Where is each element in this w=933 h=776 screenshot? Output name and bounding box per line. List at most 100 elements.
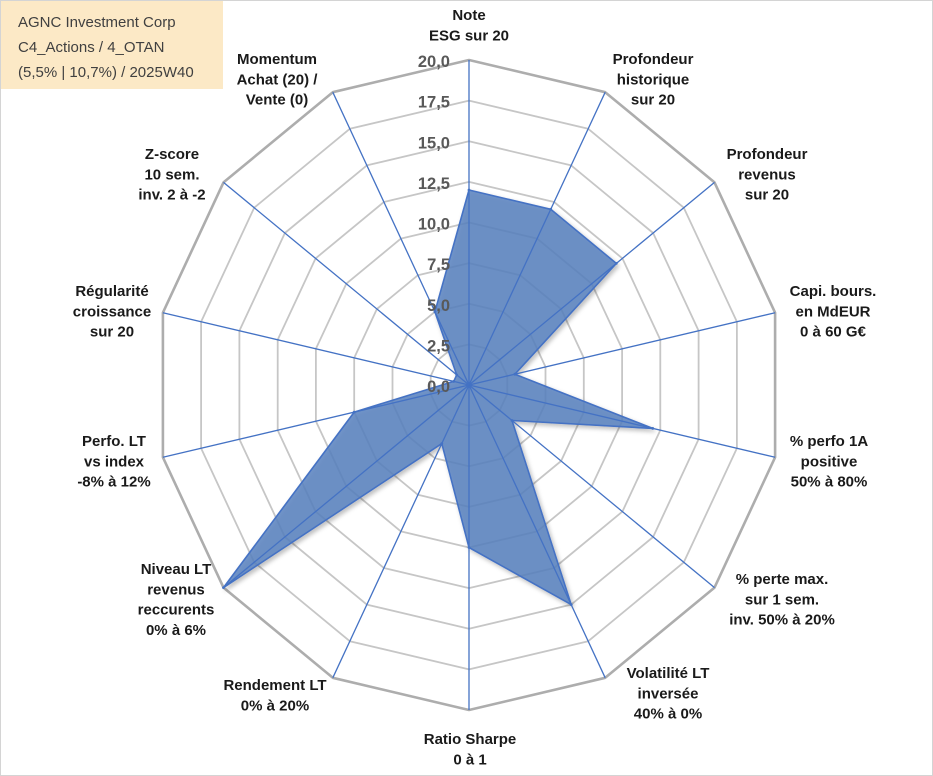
axis-label-line: positive <box>801 453 858 470</box>
r-tick-label: 20,0 <box>418 53 450 71</box>
axis-label: Perfo. LT vs index -8% à 12% <box>77 433 150 491</box>
axis-label-line: Capi. bours. <box>790 283 877 300</box>
axis-label-line: % perfo 1A <box>790 433 869 450</box>
axis-label-line: Z-score <box>145 146 199 163</box>
axis-spoke <box>468 312 776 386</box>
axis-label-line: 50% à 80% <box>791 474 868 491</box>
r-tick-label: 10,0 <box>418 216 450 234</box>
axis-label-line: sur 20 <box>631 92 675 109</box>
axis-spoke <box>223 384 470 589</box>
axis-label-line: Momentum <box>237 51 317 68</box>
radar-point <box>455 373 459 377</box>
radial-tick-labels: 0,0 2,5 5,0 7,5 10,0 12,5 15,0 17,5 20,0 <box>418 53 450 396</box>
radar-series-area <box>222 189 654 606</box>
r-tick-label: 15,0 <box>418 134 450 152</box>
series-points <box>222 188 655 606</box>
axis-label: Niveau LT revenus reccurents 0% à 6% <box>138 561 215 639</box>
r-tick-label: 0,0 <box>427 378 450 396</box>
radar-point <box>549 207 553 211</box>
axis-label-line: 40% à 0% <box>634 706 702 723</box>
axis-label: Capi. bours. en MdEUR 0 à 60 G€ <box>790 283 877 341</box>
axis-label: Z-score 10 sem. inv. 2 à -2 <box>138 146 205 204</box>
axis-label-line: inversée <box>638 685 699 702</box>
axis-label-line: sur 20 <box>90 324 134 341</box>
axis-spoke <box>468 384 776 458</box>
axis-spoke <box>332 384 470 679</box>
axis-labels: Note ESG sur 20 Profondeur historique sur 20… <box>73 7 877 768</box>
axis-label-line: Profondeur <box>727 146 808 163</box>
axis-label-line: revenus <box>738 166 796 183</box>
radar-point <box>467 188 471 192</box>
axis-label: Rendement LT 0% à 20% <box>223 677 326 714</box>
series-layer <box>222 189 654 606</box>
axis-label-line: historique <box>617 71 690 88</box>
axis-label-line: Profondeur <box>613 51 694 68</box>
axis-label-line: sur 1 sem. <box>745 591 819 608</box>
axis-label-line: Régularité <box>75 283 148 300</box>
axis-label-line: en MdEUR <box>796 303 871 320</box>
axis-label: Profondeur historique sur 20 <box>613 51 694 109</box>
axis-label-line: ESG sur 20 <box>429 27 509 44</box>
axis-spoke <box>223 181 470 386</box>
axis-label-line: Note <box>452 7 485 24</box>
r-tick-label: 5,0 <box>427 297 450 315</box>
axis-label-line: 0 à 60 G€ <box>800 324 867 341</box>
axis-label: Momentum Achat (20) / Vente (0) <box>237 51 319 109</box>
radar-point <box>222 586 225 589</box>
axis-label-line: revenus <box>147 581 205 598</box>
axis-label-line: vs index <box>84 453 145 470</box>
axis-label: Profondeur revenus sur 20 <box>727 146 808 204</box>
radar-point <box>452 380 456 383</box>
axis-label-line: croissance <box>73 303 151 320</box>
r-tick-label: 7,5 <box>427 256 450 274</box>
axis-spoke <box>162 384 470 458</box>
axis-label-line: -8% à 12% <box>77 474 150 491</box>
axis-label-line: 0% à 6% <box>146 622 206 639</box>
axis-label: Ratio Sharpe 0 à 1 <box>424 731 517 768</box>
radar-point <box>651 427 655 430</box>
axis-spoke <box>332 91 470 386</box>
title-box: AGNC Investment Corp C4_Actions / 4_OTAN… <box>1 1 223 89</box>
r-tick-label: 2,5 <box>427 337 450 355</box>
radar-point <box>433 310 437 314</box>
axis-label-line: Ratio Sharpe <box>424 731 517 748</box>
axis-spoke <box>162 312 470 386</box>
title-line-company: AGNC Investment Corp <box>18 14 176 31</box>
axis-spokes <box>162 60 776 710</box>
axis-spoke <box>468 384 715 589</box>
axis-label-line: Volatilité LT <box>627 665 710 682</box>
axis-label: Régularité croissance sur 20 <box>73 283 151 341</box>
r-tick-label: 12,5 <box>418 175 450 193</box>
radar-point <box>614 262 618 265</box>
radar-point <box>569 603 573 606</box>
radar-point <box>352 410 356 414</box>
axis-spoke <box>468 181 715 386</box>
axis-label-line: Perfo. LT <box>82 433 146 450</box>
axis-label-line: Niveau LT <box>141 561 212 578</box>
axis-label-line: reccurents <box>138 602 215 619</box>
axis-label-line: Vente (0) <box>246 92 309 109</box>
title-line-category: C4_Actions / 4_OTAN <box>18 39 165 56</box>
radar-point <box>440 442 444 445</box>
axis-label-line: % perte max. <box>736 571 829 588</box>
radar-point <box>467 546 471 549</box>
radar-point <box>510 419 514 422</box>
axis-label: % perfo 1A positive 50% à 80% <box>790 433 869 491</box>
axis-spoke <box>468 384 606 679</box>
axis-label: % perte max. sur 1 sem. inv. 50% à 20% <box>729 571 835 629</box>
axis-label-line: inv. 2 à -2 <box>138 187 205 204</box>
axis-label-line: sur 20 <box>745 187 789 204</box>
axis-label: Note ESG sur 20 <box>429 7 509 44</box>
axis-label-line: 10 sem. <box>144 166 199 183</box>
axis-label: Volatilité LT inversée 40% à 0% <box>627 665 710 723</box>
axis-label-line: Rendement LT <box>223 677 326 694</box>
axis-label-line: Achat (20) / <box>237 71 319 88</box>
r-tick-label: 17,5 <box>418 94 450 112</box>
axis-spoke <box>468 91 606 386</box>
axis-label-line: 0% à 20% <box>241 697 309 714</box>
axis-label-line: inv. 50% à 20% <box>729 612 835 629</box>
radar-point <box>513 372 517 376</box>
title-line-period: (5,5% | 10,7%) / 2025W40 <box>18 64 194 81</box>
